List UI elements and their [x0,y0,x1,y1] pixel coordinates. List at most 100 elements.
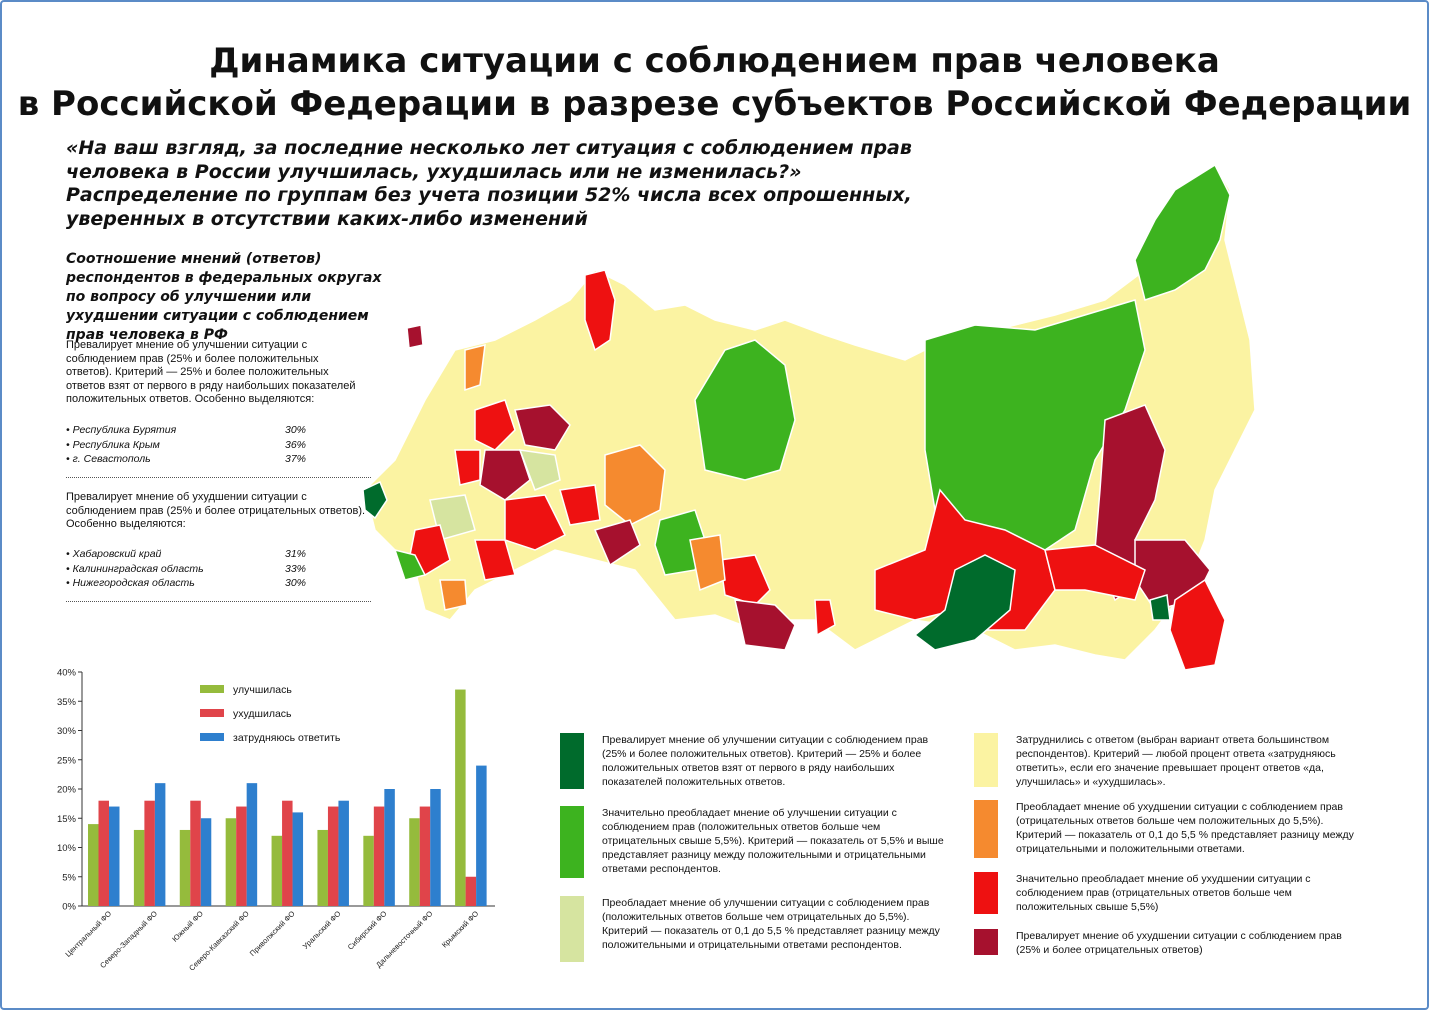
bar-improved [363,835,374,906]
legend-text: Значительно преобладает мнение об ухудше… [1016,873,1311,913]
highlight-value: 36% [284,438,306,451]
bar-worsened [419,806,431,906]
bar-undecided [109,806,120,906]
legend-text: Превалирует мнение об улучшении ситуации… [602,734,929,788]
map-region-south [409,524,451,576]
highlight-row: • Калининградская область 33% [66,562,306,577]
map-region-omsk [689,534,726,592]
bar-undecided [200,818,212,906]
legend-swatch [200,685,224,693]
survey-question: «На ваш взгляд, за последние несколько л… [66,137,912,230]
map-region-chukotka [1134,163,1231,301]
legend-swatch [560,806,584,878]
bar-improved [317,829,328,906]
x-category-label: Центральный ФО [63,909,113,959]
map-region-tuva [814,599,836,637]
highlight-value: 30% [284,424,306,436]
highlight-value: 30% [284,577,306,589]
legend-swatch [200,733,224,741]
bar-improved [455,689,466,906]
bar-worsened [236,806,247,906]
legend-swatch [974,929,998,955]
page-title: Динамика ситуации с соблюдением прав чел… [0,40,1429,126]
divider [66,601,371,602]
y-tick-label: 40% [57,668,77,679]
bars [88,689,487,906]
legend-red: Значительно преобладает мнение об ухудше… [974,872,1361,914]
legend-swatch [974,800,998,858]
x-category-label: Южный ФО [170,909,205,944]
map-region-volga-2 [559,484,601,526]
x-category-label: Приволжский ФО [248,909,297,958]
y-tick-label: 10% [57,843,77,854]
highlight-name: • Нижегородская область [66,577,195,589]
bar-undecided [154,783,166,906]
legend-text: Затруднились с ответом (выбран вариант о… [1016,734,1336,788]
bar-undecided [476,765,487,906]
federal-districts-bar-chart: 0% 5% 10% 15% 20% 25% 30% 35% 40% Центральный ФО… [57,668,495,973]
legend-orange: Преобладает мнение об ухудшении ситуации… [974,800,1361,858]
bar-undecided [246,783,258,906]
legend-swatch [560,733,584,789]
highlight-value: 37% [284,453,306,465]
bar-improved [133,829,145,906]
legend-dark-green: Превалирует мнение об улучшении ситуации… [560,733,947,789]
y-tick-label: 15% [57,814,77,825]
legend-dark-red: Превалирует мнение об ухудшении ситуации… [974,929,1361,957]
y-tick-label: 5% [62,872,76,883]
map-region-central-2 [479,449,531,501]
legend-text: Преобладает мнение об ухудшении ситуации… [1016,801,1354,855]
legend-pale-yellow: Затруднились с ответом (выбран вариант о… [974,733,1361,789]
highlight-name: • г. Севастополь [66,453,151,465]
map-region-franz-josef [406,324,424,349]
map-region-buryatia [913,554,1016,651]
bar-undecided [430,789,441,906]
legend-text: Значительно преобладает мнение об улучше… [602,807,944,875]
map-region-central-4 [454,449,481,486]
title-line-2: в Российской Федерации в разрезе субъект… [17,84,1412,124]
map-region-altai [734,599,796,651]
map-region-nizhny [514,404,571,451]
map-region-novaya-zemlya [584,269,616,352]
highlight-row: • Хабаровский край 31% [66,547,306,562]
legend-text: Превалирует мнение об ухудшении ситуации… [1016,930,1342,956]
map-region-volgograd [474,539,516,581]
map-region-central-3 [518,449,561,491]
bar-worsened [282,800,293,906]
bar-worsened [144,800,155,906]
y-tick-label: 35% [57,697,77,708]
worsen-description: Превалирует мнение об ухудшении ситуации… [66,491,366,530]
map-region-amur-red [1044,544,1146,601]
legend-label: улучшилась [233,684,292,696]
map-region-crimea [362,480,388,520]
bar-improved [88,824,99,906]
legend-swatch [200,709,224,717]
legend-swatch [974,872,998,914]
highlight-name: • Калининградская область [66,562,204,575]
bar-worsened [98,800,109,906]
map-region-volga-1 [504,494,567,551]
map-region-primorye [1169,578,1226,671]
bar-improved [271,835,283,906]
bar-improved [225,818,237,906]
map-region-karelia [464,344,486,392]
y-tick-label: 20% [57,785,77,796]
highlight-row: • Республика Крым 36% [66,438,306,453]
x-category-label: Крымский ФО [440,909,481,950]
legend-label: затрудняюсь ответить [233,732,341,744]
legend-green: Значительно преобладает мнение об улучше… [560,806,947,878]
bar-undecided [338,800,349,906]
highlight-row: • Нижегородская область 30% [66,576,306,591]
x-category-label: Уральский ФО [301,909,343,951]
y-tick-label: 30% [57,726,77,737]
legend-text: Преобладает мнение об улучшении ситуации… [602,897,940,951]
bar-worsened [465,876,477,906]
bar-worsened [373,806,385,906]
map-region-perm [604,444,666,526]
map-region-novosibirsk [719,554,771,606]
improve-description: Превалирует мнение об улучшении ситуации… [66,339,356,405]
bar-improved [409,818,420,906]
map-region-yamal [694,339,796,481]
y-tick-label: 0% [62,902,76,913]
